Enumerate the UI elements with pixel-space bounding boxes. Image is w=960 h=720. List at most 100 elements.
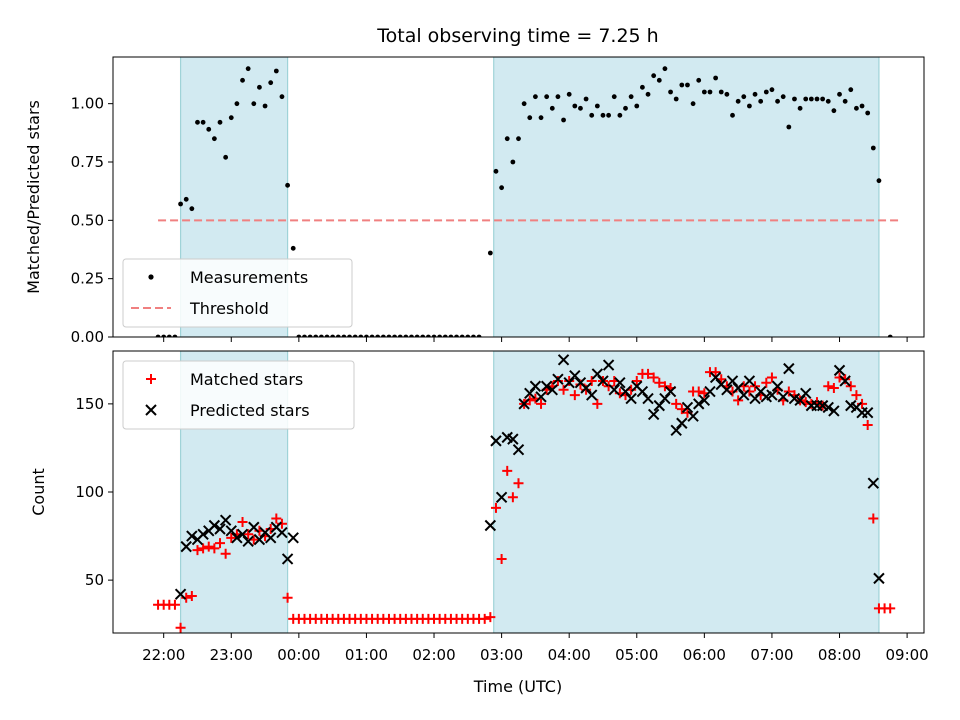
matched-star-point <box>282 592 293 603</box>
measurement-point <box>183 196 189 202</box>
matched-star-point <box>209 543 220 554</box>
measurement-point <box>876 178 882 184</box>
matched-star-point <box>220 548 231 559</box>
predicted-star-point <box>219 514 232 526</box>
predicted-star-point <box>833 364 846 377</box>
matched-star-point <box>659 381 670 392</box>
ratio-plot-area <box>155 57 902 337</box>
measurement-point <box>842 98 848 104</box>
observing-window-2 <box>493 57 880 337</box>
measurement-point <box>803 96 809 102</box>
measurement-point <box>375 334 381 337</box>
matched-star-point <box>631 375 642 386</box>
matched-star-point <box>226 532 237 543</box>
legend-box <box>122 258 353 328</box>
measurement-point <box>611 94 617 100</box>
measurement-point <box>206 126 212 132</box>
measurement-point <box>307 334 313 337</box>
matched-star-point <box>513 478 524 489</box>
measurement-point <box>859 103 865 109</box>
measurement-point <box>302 334 307 337</box>
x-axis-label: Time (UTC) <box>473 677 562 696</box>
predicted-star-point <box>732 382 744 394</box>
predicted-star-point <box>614 377 626 389</box>
predicted-star-point <box>552 373 564 385</box>
measurement-point <box>814 96 820 102</box>
predicted-star-point <box>726 375 739 387</box>
measurement-point <box>780 94 786 100</box>
measurement-point <box>696 77 702 83</box>
measurement-point <box>679 82 685 88</box>
predicted-star-point <box>231 532 243 544</box>
measurement-point <box>538 115 544 121</box>
predicted-star-point <box>563 377 575 389</box>
predicted-star-point <box>861 406 874 419</box>
measurement-point <box>758 98 764 104</box>
matched-star-point <box>750 381 761 392</box>
measurement-point <box>797 105 803 111</box>
predicted-star-point <box>236 528 249 541</box>
matched-star-point <box>586 375 597 386</box>
measurement-point <box>448 334 454 337</box>
matched-star-point <box>186 590 197 601</box>
measurement-point <box>431 334 437 337</box>
y-tick-label: 0.00 <box>71 328 104 346</box>
measurement-point <box>234 101 240 107</box>
predicted-star-point <box>749 392 761 405</box>
measurement-point <box>668 89 673 95</box>
measurement-point <box>854 105 859 111</box>
matched-star-point <box>507 492 518 503</box>
x-tick-label: 09:00 <box>885 646 928 664</box>
y-tick-label: 150 <box>75 395 104 413</box>
predicted-star-point <box>839 375 851 387</box>
measurement-point <box>245 66 251 72</box>
matched-star-point <box>569 390 580 401</box>
measurement-point <box>200 119 206 125</box>
predicted-star-point <box>653 399 666 412</box>
y-tick-label: 1.00 <box>71 95 104 113</box>
y-tick-label: 0.50 <box>71 211 104 229</box>
measurement-point <box>555 94 561 100</box>
measurement-point <box>409 334 414 337</box>
ratio-legend: Measurements Threshold <box>122 258 353 328</box>
measurement-point <box>392 334 397 337</box>
measurement-point <box>532 94 538 100</box>
bottom-y-axis-label: Count <box>29 468 48 516</box>
predicted-star-point <box>738 389 750 401</box>
measurement-point <box>690 101 696 107</box>
predicted-star-point <box>608 384 620 396</box>
measurement-point <box>775 98 780 104</box>
matched-star-point <box>496 553 507 564</box>
matched-star-point <box>243 529 254 540</box>
measurement-point <box>442 334 448 337</box>
predicted-star-point <box>253 533 266 546</box>
predicted-star-point <box>642 392 654 405</box>
measurement-point <box>425 334 431 337</box>
measurement-point <box>724 91 730 97</box>
matched-star-point <box>710 367 721 378</box>
measurement-point <box>285 182 290 188</box>
ratio-panel: 0.00 0.25 0.50 0.75 1.00 Measurements Threshol… <box>71 56 925 346</box>
measurement-point <box>741 94 747 100</box>
measurement-point <box>290 245 296 251</box>
measurement-point <box>763 89 769 95</box>
measurement-point <box>594 103 600 109</box>
measurement-point <box>640 84 645 90</box>
predicted-star-point <box>602 359 615 371</box>
matched-star-point <box>761 377 772 388</box>
measurement-point <box>707 89 713 95</box>
predicted-star-point <box>625 392 637 405</box>
predicted-star-point <box>591 368 604 380</box>
measurement-point <box>600 112 606 118</box>
matched-star-point <box>851 390 862 401</box>
predicted-star-point <box>828 405 840 417</box>
predicted-star-point <box>771 380 784 392</box>
measurement-point <box>786 124 792 130</box>
measurement-point <box>504 136 510 142</box>
measurement-point <box>211 136 217 142</box>
measurement-point <box>369 334 375 337</box>
measurement-point <box>865 110 871 116</box>
measurement-point <box>414 334 420 337</box>
predicted-star-point <box>580 382 592 394</box>
matched-star-point <box>215 538 226 549</box>
